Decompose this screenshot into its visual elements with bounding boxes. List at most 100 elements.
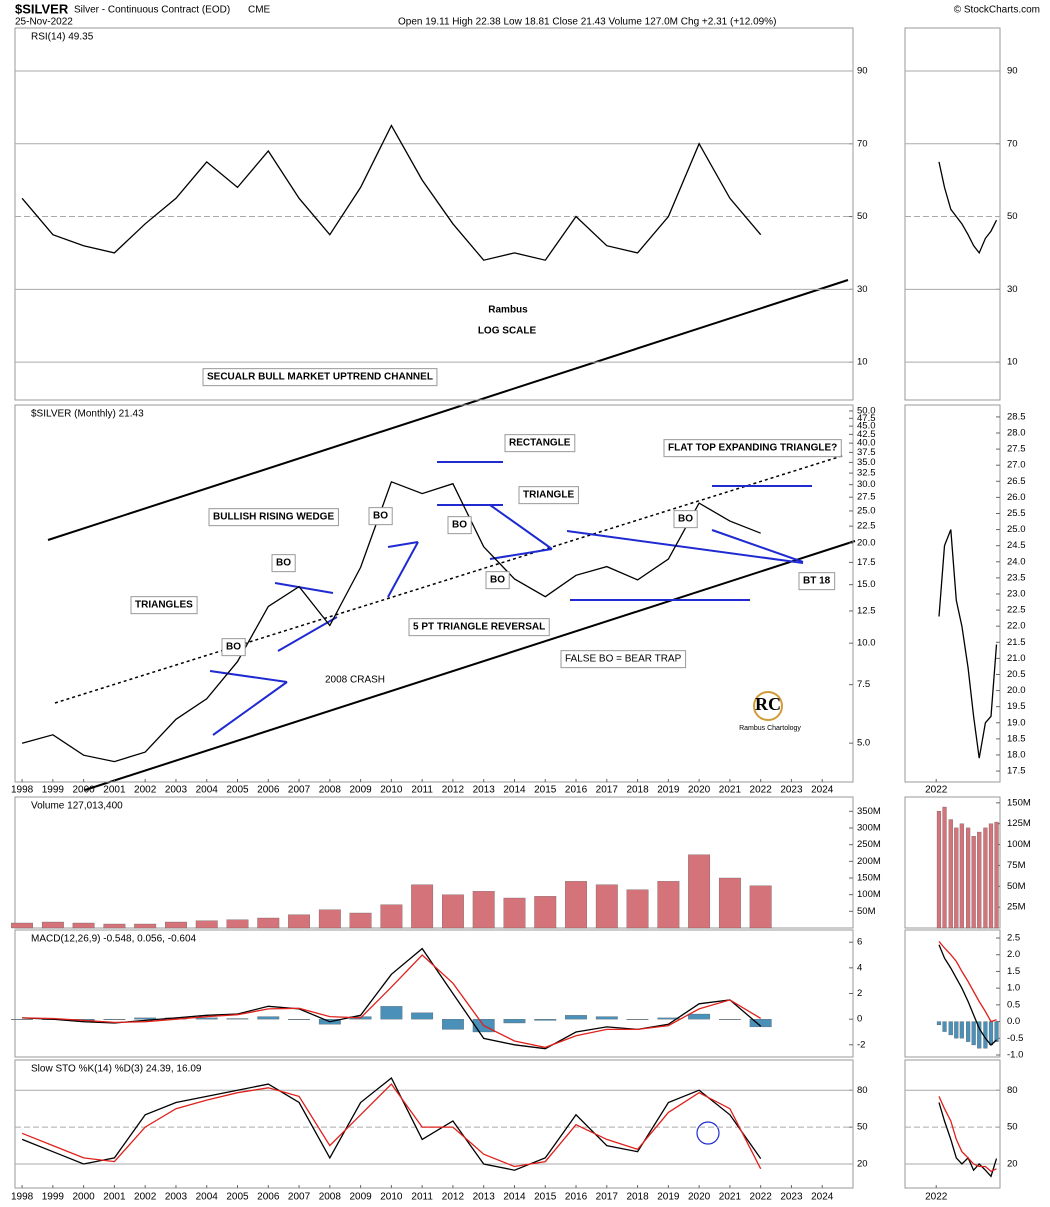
- credit: © StockCharts.com: [954, 5, 1040, 16]
- bar: [626, 1019, 649, 1020]
- annotation: RECTANGLE: [504, 434, 576, 453]
- y-tick-label: 200M: [857, 856, 881, 867]
- x-tick-label: 2011: [411, 785, 433, 796]
- x-tick-label: 2023: [780, 1192, 803, 1203]
- bar: [349, 912, 372, 929]
- y-tick-label: 20.0: [857, 538, 876, 549]
- series-line: [938, 529, 998, 759]
- y-tick-label: 50: [1007, 1122, 1018, 1133]
- x-tick-label: 2011: [411, 1192, 433, 1203]
- bar: [534, 1019, 557, 1021]
- y-tick-label: 10.0: [857, 638, 876, 649]
- x-tick-label: 2009: [349, 785, 372, 796]
- annotation-box: [130, 596, 198, 615]
- y-tick-label: 32.5: [857, 468, 876, 479]
- series-line: [21, 480, 761, 763]
- annotation-box: [202, 368, 438, 387]
- bar: [195, 920, 218, 929]
- y-tick-label: 24.5: [1007, 540, 1026, 551]
- panel-label: Volume 127,013,400: [31, 801, 123, 812]
- bar: [936, 1021, 942, 1026]
- y-tick-label: 50: [1007, 211, 1018, 222]
- x-tick-label: 2001: [103, 785, 126, 796]
- x-tick-label: 2019: [657, 785, 680, 796]
- annotation: BO: [221, 638, 246, 657]
- x-tick-label: 2000: [73, 785, 96, 796]
- y-tick-label: 21.5: [1007, 637, 1026, 648]
- annotation-text: BO: [226, 642, 241, 653]
- annotation-box: [518, 486, 579, 505]
- bar: [688, 854, 711, 929]
- series-line: [938, 1096, 997, 1173]
- y-tick-label: 150M: [857, 873, 881, 884]
- bar: [565, 1015, 587, 1020]
- annotation-text: Rambus: [488, 305, 528, 316]
- x-tick-label: 2017: [596, 785, 619, 796]
- bar: [11, 922, 33, 929]
- bar: [288, 1019, 310, 1020]
- annotation: LOG SCALE: [478, 326, 537, 337]
- bar: [257, 917, 280, 929]
- y-tick-label: 75M: [1007, 860, 1026, 871]
- y-tick-label: 80: [857, 1085, 868, 1096]
- y-tick-label: 250M: [857, 839, 881, 850]
- y-tick-label: 7.5: [857, 679, 870, 690]
- annotation-box: [221, 638, 246, 657]
- y-tick-label: 18.0: [1007, 749, 1026, 760]
- bar: [442, 1019, 464, 1030]
- x-tick-label: 2016: [565, 1192, 588, 1203]
- bar: [942, 1021, 947, 1032]
- panel-frame: [904, 404, 1001, 783]
- annotation-box: [663, 439, 842, 458]
- annotation-box: [208, 508, 339, 527]
- annotation: FALSE BO = BEAR TRAP: [560, 650, 687, 669]
- annotation-text: 2008 CRASH: [325, 675, 385, 686]
- y-tick-label: 30: [1007, 284, 1018, 295]
- bar: [103, 1019, 126, 1020]
- y-tick-label: 27.5: [1007, 444, 1026, 455]
- bar: [380, 904, 403, 929]
- bar: [994, 1021, 999, 1042]
- x-tick-label: 2018: [626, 785, 649, 796]
- y-tick-label: 125M: [1007, 818, 1031, 829]
- y-tick-label: 80: [1007, 1085, 1018, 1096]
- x-tick-label: 2014: [503, 1192, 526, 1203]
- y-tick-label: 25.0: [857, 505, 876, 516]
- annotation-box: [485, 571, 510, 590]
- y-tick-label: 22.5: [1007, 605, 1026, 616]
- y-tick-label: 1.0: [1007, 983, 1020, 994]
- y-tick-label: 12.5: [857, 605, 876, 616]
- bar: [626, 889, 649, 929]
- y-tick-label: 2.0: [1007, 949, 1020, 960]
- x-tick-label: 2002: [134, 1192, 157, 1203]
- trendlines: [47, 279, 856, 1145]
- bar: [966, 1021, 971, 1042]
- y-tick-label: 50.0: [857, 405, 876, 416]
- annotation-text: BO: [373, 511, 388, 522]
- y-tick-label: 50M: [1007, 881, 1026, 892]
- bar: [11, 1019, 33, 1020]
- x-tick-label: 2008: [319, 785, 342, 796]
- panel-frame: [14, 929, 854, 1058]
- y-tick-label: 50M: [857, 906, 876, 917]
- y-tick-label: 26.0: [1007, 492, 1026, 503]
- bar: [749, 885, 772, 929]
- panel-frame: [14, 1059, 854, 1189]
- y-tick-label: 90: [857, 65, 868, 76]
- y-tick-label: 37.5: [857, 447, 876, 458]
- y-tick-label: 0.5: [1007, 999, 1020, 1010]
- y-tick-label: 45.0: [857, 421, 876, 432]
- x-tick-label: 2015: [534, 785, 557, 796]
- panel-frame: [14, 796, 854, 929]
- bar: [966, 827, 971, 929]
- x-tick-label: 2023: [780, 785, 803, 796]
- x-tick-label: 2000: [73, 1192, 96, 1203]
- y-tick-label: 25.5: [1007, 508, 1026, 519]
- x-tick-label: 1999: [42, 785, 65, 796]
- x-tick-label: 2006: [257, 1192, 280, 1203]
- bar: [226, 919, 249, 929]
- bar: [565, 881, 587, 929]
- bar: [442, 894, 464, 929]
- y-tick-label: 27.0: [1007, 460, 1026, 471]
- annotation-box: [673, 510, 698, 529]
